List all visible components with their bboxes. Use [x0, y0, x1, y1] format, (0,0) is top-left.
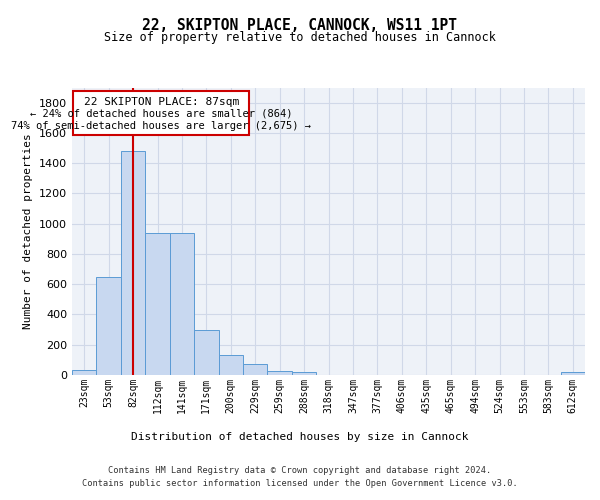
Text: 22 SKIPTON PLACE: 87sqm: 22 SKIPTON PLACE: 87sqm — [83, 96, 239, 106]
Bar — [218, 356, 243, 375]
Text: Contains HM Land Registry data © Crown copyright and database right 2024.: Contains HM Land Registry data © Crown c… — [109, 466, 491, 475]
Bar — [73, 90, 249, 135]
Text: Distribution of detached houses by size in Cannock: Distribution of detached houses by size … — [131, 432, 469, 442]
Bar — [560, 372, 585, 375]
Text: Size of property relative to detached houses in Cannock: Size of property relative to detached ho… — [104, 31, 496, 44]
Bar — [121, 151, 145, 375]
Text: 74% of semi-detached houses are larger (2,675) →: 74% of semi-detached houses are larger (… — [11, 121, 311, 131]
Bar — [194, 330, 218, 375]
Text: ← 24% of detached houses are smaller (864): ← 24% of detached houses are smaller (86… — [30, 108, 292, 118]
Bar — [292, 372, 316, 375]
Text: Contains public sector information licensed under the Open Government Licence v3: Contains public sector information licen… — [82, 479, 518, 488]
Bar — [145, 233, 170, 375]
Bar — [268, 371, 292, 375]
Bar — [72, 370, 97, 375]
Y-axis label: Number of detached properties: Number of detached properties — [23, 134, 34, 329]
Bar — [170, 233, 194, 375]
Bar — [97, 276, 121, 375]
Bar — [243, 364, 268, 375]
Text: 22, SKIPTON PLACE, CANNOCK, WS11 1PT: 22, SKIPTON PLACE, CANNOCK, WS11 1PT — [143, 18, 458, 32]
